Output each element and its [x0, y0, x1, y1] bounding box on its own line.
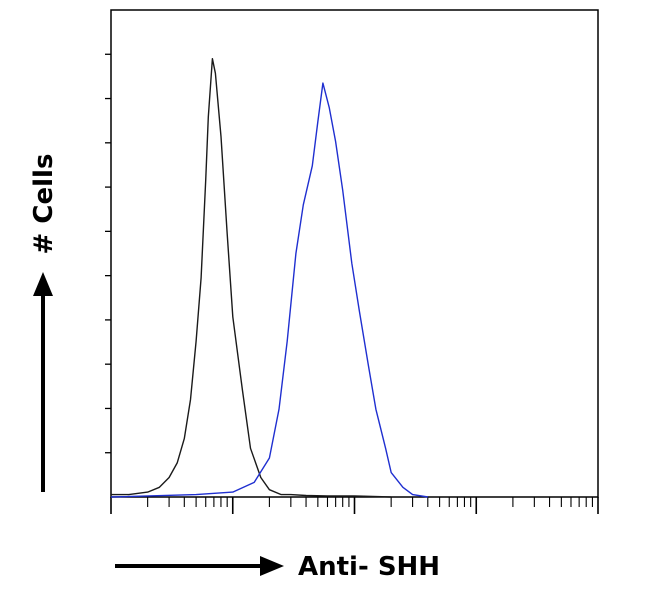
plot-frame — [110, 9, 599, 498]
x-axis-label: Anti- SHH — [298, 552, 440, 582]
y-axis-ticks — [105, 53, 111, 454]
x-axis-ticks — [110, 497, 599, 514]
series-1-line — [110, 82, 428, 498]
y-axis-label: # Cells — [29, 154, 59, 255]
series-0-line — [111, 58, 392, 498]
y-axis-arrow — [33, 272, 53, 492]
x-axis-arrow — [115, 556, 284, 576]
